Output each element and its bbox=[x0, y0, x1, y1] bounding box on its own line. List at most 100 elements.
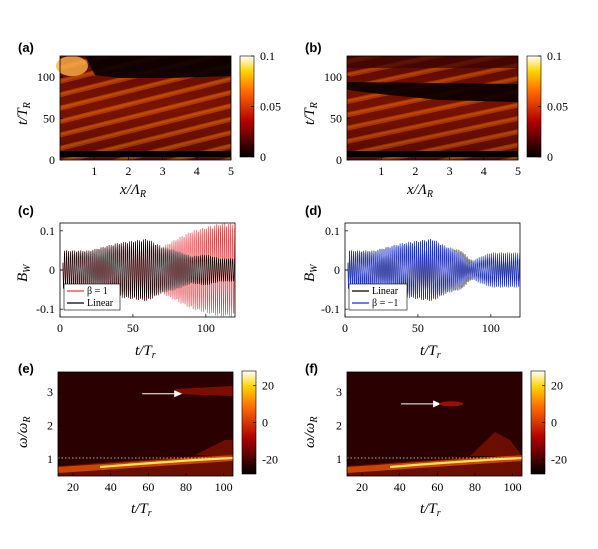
ytick-label-a-0: 0 bbox=[49, 153, 55, 167]
colorbar-tick-label-a-2: 0.1 bbox=[260, 49, 275, 63]
xtick-label-a-1: 2 bbox=[125, 164, 131, 178]
heatmap-f-feature bbox=[439, 401, 464, 407]
heatmap-b-dark-band bbox=[347, 82, 518, 102]
xtick-label-c-1: 50 bbox=[127, 321, 139, 335]
legend-c: β = 1 Linear bbox=[63, 283, 121, 311]
ytick-label-e-1: 2 bbox=[47, 419, 53, 433]
ytick-label-b-2: 100 bbox=[324, 70, 342, 84]
colorbar-tick-label-e-0: 20 bbox=[262, 379, 274, 393]
xtick-label-c-0: 0 bbox=[57, 321, 63, 335]
heatmap-b-frame bbox=[346, 55, 519, 161]
waveform-layer bbox=[60, 223, 521, 317]
ytick-label-f-2: 3 bbox=[336, 385, 342, 399]
colorbar-tick-label-f-0: 20 bbox=[551, 379, 563, 393]
series-line-c-1 bbox=[60, 239, 236, 301]
ytick-label-d-2: -0.1 bbox=[321, 302, 340, 316]
xtick-label-b-2: 3 bbox=[447, 164, 453, 178]
xtick-label-d-0: 0 bbox=[342, 321, 348, 335]
xtick-label-e-2: 60 bbox=[142, 480, 154, 494]
heatmap-a-dark-region bbox=[85, 56, 231, 78]
ylabel-d: BW bbox=[302, 263, 320, 282]
heatmap-a-bottom-band bbox=[60, 151, 231, 157]
ylabel-f: ω/ωR bbox=[302, 417, 320, 448]
ylabel-e: ω/ωR bbox=[15, 417, 33, 448]
heatmap-f bbox=[346, 371, 523, 477]
arrow-head-e bbox=[174, 390, 183, 398]
panel-label-c: (c) bbox=[18, 203, 34, 218]
xtick-label-e-4: 100 bbox=[215, 480, 233, 494]
legend-c-label-0: β = 1 bbox=[87, 286, 108, 297]
ylabel-a: t/TR bbox=[15, 102, 33, 125]
legend-c-label-1: Linear bbox=[87, 298, 114, 309]
annotation-layer bbox=[142, 390, 464, 408]
xtick-label-b-1: 2 bbox=[412, 164, 418, 178]
xtick-label-d-2: 100 bbox=[482, 321, 500, 335]
ytick-label-d-0: 0.1 bbox=[325, 224, 340, 238]
legend-d-box bbox=[348, 283, 408, 311]
ytick-label-c-2: -0.1 bbox=[36, 302, 55, 316]
xtick-label-a-2: 3 bbox=[160, 164, 166, 178]
heatmap-e-band-side bbox=[195, 440, 233, 456]
heatmap-a-hotspot bbox=[56, 56, 88, 76]
ytick-label-d-1: 0 bbox=[334, 263, 340, 277]
ytick-label-f-1: 2 bbox=[336, 419, 342, 433]
panel-label-f: (f) bbox=[305, 361, 318, 376]
colorbar-tick-label-b-2: 0.1 bbox=[547, 49, 562, 63]
xlabel-f: t/Tr bbox=[420, 501, 441, 519]
legend-d-label-1: β = −1 bbox=[372, 298, 398, 309]
xlabel-d: t/Tr bbox=[420, 343, 441, 361]
heatmap-e-frame bbox=[57, 371, 234, 477]
ytick-label-e-2: 3 bbox=[47, 385, 53, 399]
xtick-label-e-1: 40 bbox=[105, 480, 117, 494]
heatmap-e-main-ridge-core bbox=[99, 456, 234, 469]
xtick-label-a-4: 5 bbox=[228, 164, 234, 178]
colorbar-tick-label-a-0: 0 bbox=[260, 150, 266, 164]
xtick-label-b-3: 4 bbox=[481, 164, 487, 178]
ytick-label-c-1: 0 bbox=[49, 263, 55, 277]
xlabel-a: x/ΛR bbox=[119, 182, 146, 200]
colorbar-tick-label-f-2: -20 bbox=[551, 452, 567, 466]
xtick-label-a-3: 4 bbox=[194, 164, 200, 178]
heatmap-a-frame bbox=[59, 55, 232, 161]
xlabel-e: t/Tr bbox=[131, 501, 152, 519]
ytick-label-b-0: 0 bbox=[336, 153, 342, 167]
xtick-label-a-0: 1 bbox=[91, 164, 97, 178]
xtick-label-f-0: 20 bbox=[356, 480, 368, 494]
heatmap-b-top-band bbox=[347, 56, 518, 68]
colorbar-tick-label-e-2: -20 bbox=[262, 452, 278, 466]
xlabel-b: x/ΛR bbox=[406, 182, 433, 200]
ytick-label-b-1: 50 bbox=[330, 111, 342, 125]
ytick-label-c-0: 0.1 bbox=[40, 224, 55, 238]
heatmap-f-frame bbox=[346, 371, 523, 477]
legend-d-label-0: Linear bbox=[372, 286, 399, 297]
colorbar-tick-label-b-0: 0 bbox=[547, 150, 553, 164]
ytick-label-a-1: 50 bbox=[43, 111, 55, 125]
heatmap-a bbox=[56, 55, 232, 161]
heatmap-e bbox=[57, 371, 234, 477]
colorbar-tick-label-b-1: 0.05 bbox=[547, 100, 568, 114]
heatmap-f-band-side bbox=[470, 432, 522, 456]
heatmap-b-bottom-band bbox=[347, 151, 518, 157]
xtick-label-b-0: 1 bbox=[378, 164, 384, 178]
series-line-d-1 bbox=[345, 239, 521, 301]
heatmap-e-side-band bbox=[175, 386, 233, 396]
xtick-label-f-1: 40 bbox=[394, 480, 406, 494]
xtick-label-f-2: 60 bbox=[431, 480, 443, 494]
heatmap-b-shade bbox=[347, 56, 518, 160]
xtick-label-e-0: 20 bbox=[67, 480, 79, 494]
legend-c-box bbox=[63, 283, 121, 311]
panel-label-b: (b) bbox=[305, 40, 322, 55]
legend-d: Linear β = −1 bbox=[348, 283, 408, 311]
xtick-label-b-4: 5 bbox=[515, 164, 521, 178]
heatmap-f-main-ridge-core bbox=[389, 456, 523, 469]
xtick-label-f-4: 100 bbox=[504, 480, 522, 494]
panel-label-e: (e) bbox=[18, 361, 34, 376]
ytick-label-a-2: 100 bbox=[37, 70, 55, 84]
colorbar-tick-label-f-1: 0 bbox=[551, 416, 557, 430]
xtick-label-f-3: 80 bbox=[469, 480, 481, 494]
ytick-label-f-0: 1 bbox=[336, 452, 342, 466]
ylabel-c: BW bbox=[15, 263, 33, 282]
ylabel-b: t/TR bbox=[302, 102, 320, 125]
